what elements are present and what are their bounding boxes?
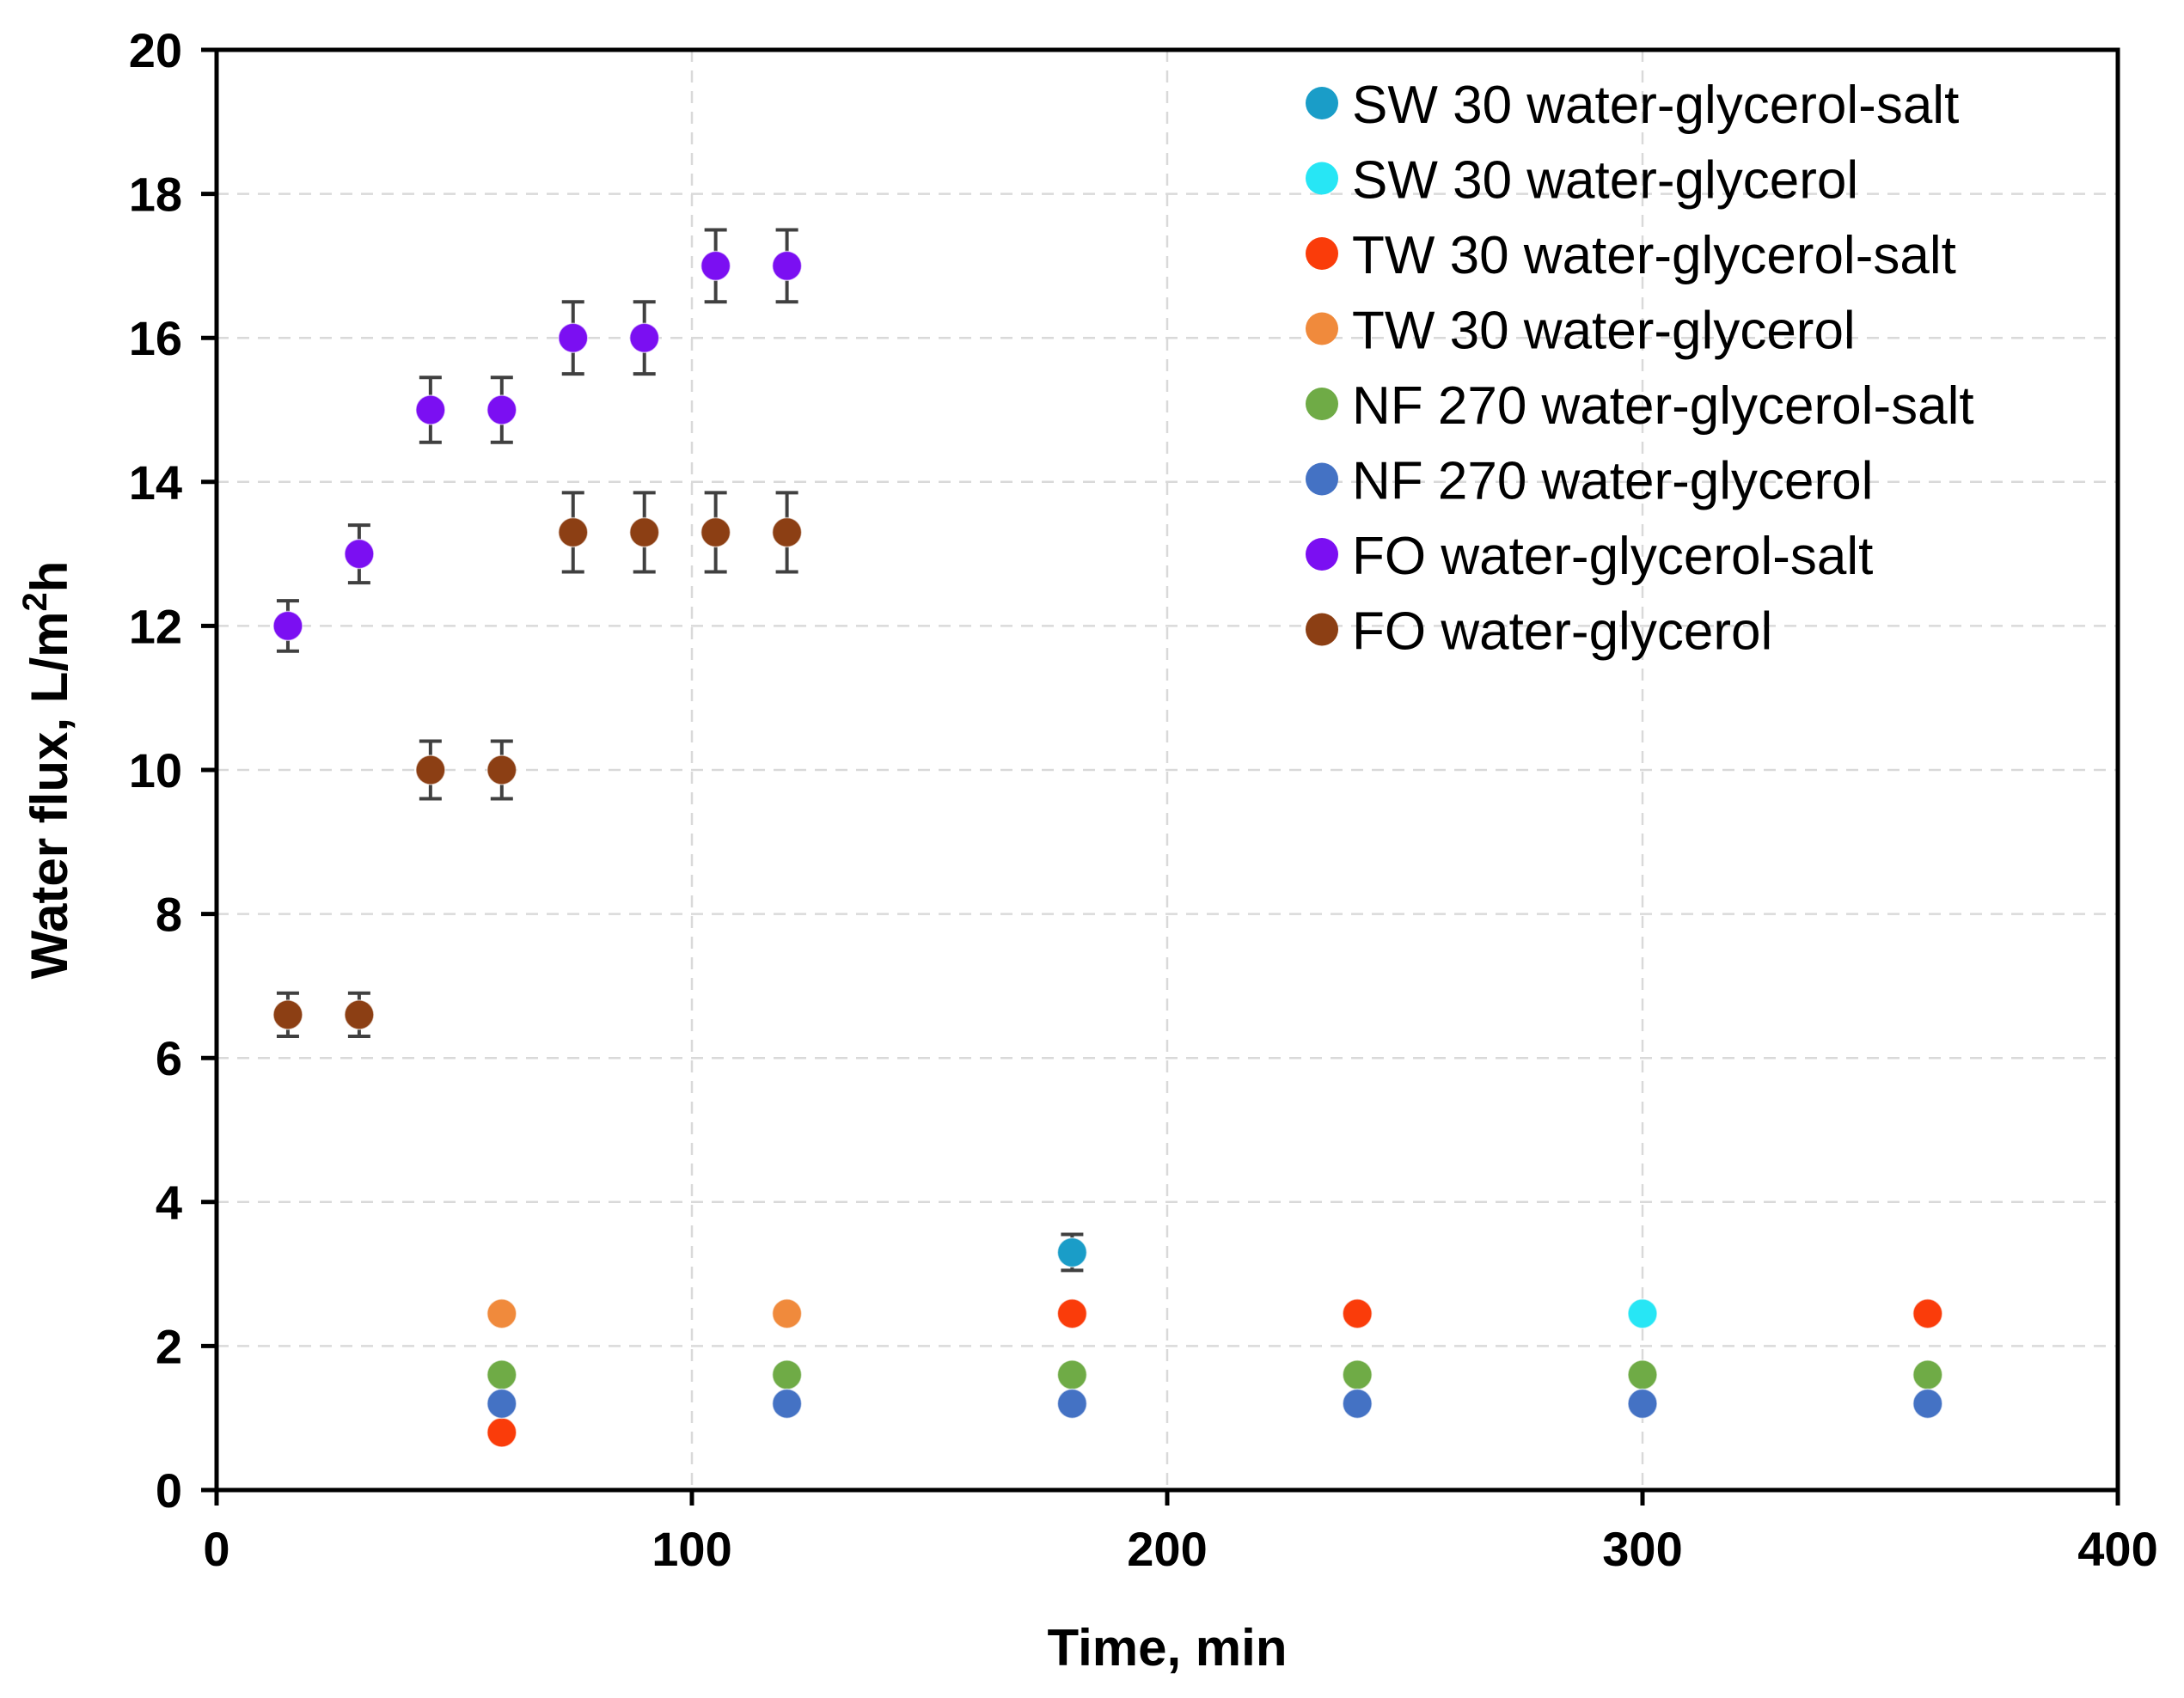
y-axis-title-superscript: 2 — [16, 592, 54, 611]
y-tick-label: 8 — [156, 888, 182, 942]
x-tick-label: 400 — [2077, 1522, 2157, 1576]
y-tick-label: 2 — [156, 1319, 182, 1373]
legend-label: SW 30 water-glycerol — [1352, 151, 1858, 211]
data-point — [700, 516, 731, 548]
legend-label: TW 30 water-glycerol-salt — [1352, 226, 1956, 285]
y-tick-label: 20 — [129, 23, 182, 77]
x-axis-title: Time, min — [1048, 1619, 1288, 1677]
data-point — [415, 754, 446, 785]
x-tick-label: 0 — [203, 1522, 229, 1576]
x-tick-label: 200 — [1127, 1522, 1207, 1576]
data-point — [415, 394, 446, 425]
y-axis-title-suffix: h — [21, 561, 78, 593]
legend: SW 30 water-glycerol-salt SW 30 water-gly… — [1306, 76, 1974, 662]
data-point — [1627, 1298, 1658, 1329]
y-tick-label: 16 — [129, 311, 182, 365]
legend-marker — [1306, 388, 1338, 420]
legend-marker — [1306, 613, 1338, 646]
data-point — [771, 1388, 803, 1420]
data-point — [1342, 1388, 1373, 1420]
legend-marker — [1306, 162, 1338, 195]
y-tick-label: 6 — [156, 1031, 182, 1085]
legend-label: FO water-glycerol — [1352, 602, 1772, 662]
legend-marker — [1306, 312, 1338, 345]
y-axis-title: Water flux, L/m2h — [16, 561, 78, 980]
data-point — [486, 1298, 517, 1329]
y-tick-label: 14 — [129, 455, 182, 510]
legend-marker — [1306, 87, 1338, 119]
data-point — [272, 999, 303, 1030]
data-point — [771, 1359, 803, 1390]
data-point — [486, 394, 517, 425]
data-point — [486, 1388, 517, 1420]
y-tick-label: 4 — [156, 1176, 182, 1230]
data-point — [1627, 1388, 1658, 1420]
data-point — [558, 516, 589, 548]
legend-label: SW 30 water-glycerol-salt — [1352, 76, 1959, 135]
data-point — [486, 754, 517, 785]
data-point — [1912, 1388, 1943, 1420]
data-point — [344, 538, 375, 570]
data-point — [1056, 1298, 1088, 1329]
data-point — [1342, 1298, 1373, 1329]
data-point — [486, 1417, 517, 1448]
y-tick-label: 18 — [129, 168, 182, 222]
data-point — [771, 1298, 803, 1329]
y-tick-label: 12 — [129, 599, 182, 653]
x-tick-label: 300 — [1602, 1522, 1682, 1576]
data-point — [1342, 1359, 1373, 1390]
legend-marker — [1306, 462, 1338, 496]
data-point — [1056, 1359, 1088, 1390]
data-point — [1912, 1298, 1943, 1329]
data-point — [1912, 1359, 1943, 1390]
y-tick-label: 10 — [129, 743, 182, 797]
legend-label: FO water-glycerol-salt — [1352, 527, 1873, 586]
data-points — [272, 250, 1943, 1448]
data-point — [771, 250, 803, 282]
y-tick-label: 0 — [156, 1463, 182, 1518]
data-point — [486, 1359, 517, 1390]
legend-label: NF 270 water-glycerol-salt — [1352, 376, 1974, 436]
axis-ticks: 0 100 200 300 400 0 2 4 6 8 10 12 14 16 18 20 — [129, 23, 2158, 1576]
data-point — [628, 516, 660, 548]
legend-label: NF 270 water-glycerol — [1352, 452, 1873, 511]
x-tick-label: 100 — [652, 1522, 731, 1576]
data-point — [700, 250, 731, 282]
y-axis-title-main: Water flux, L/m — [21, 612, 78, 980]
data-point — [771, 516, 803, 548]
legend-label: TW 30 water-glycerol — [1352, 302, 1856, 361]
data-point — [272, 610, 303, 642]
data-point — [344, 999, 375, 1030]
legend-marker — [1306, 237, 1338, 270]
data-point — [628, 322, 660, 353]
data-point — [558, 322, 589, 353]
data-point — [1056, 1237, 1088, 1268]
gridlines — [217, 50, 2118, 1490]
data-point — [1627, 1359, 1658, 1390]
legend-marker — [1306, 538, 1338, 571]
data-point — [1056, 1388, 1088, 1420]
